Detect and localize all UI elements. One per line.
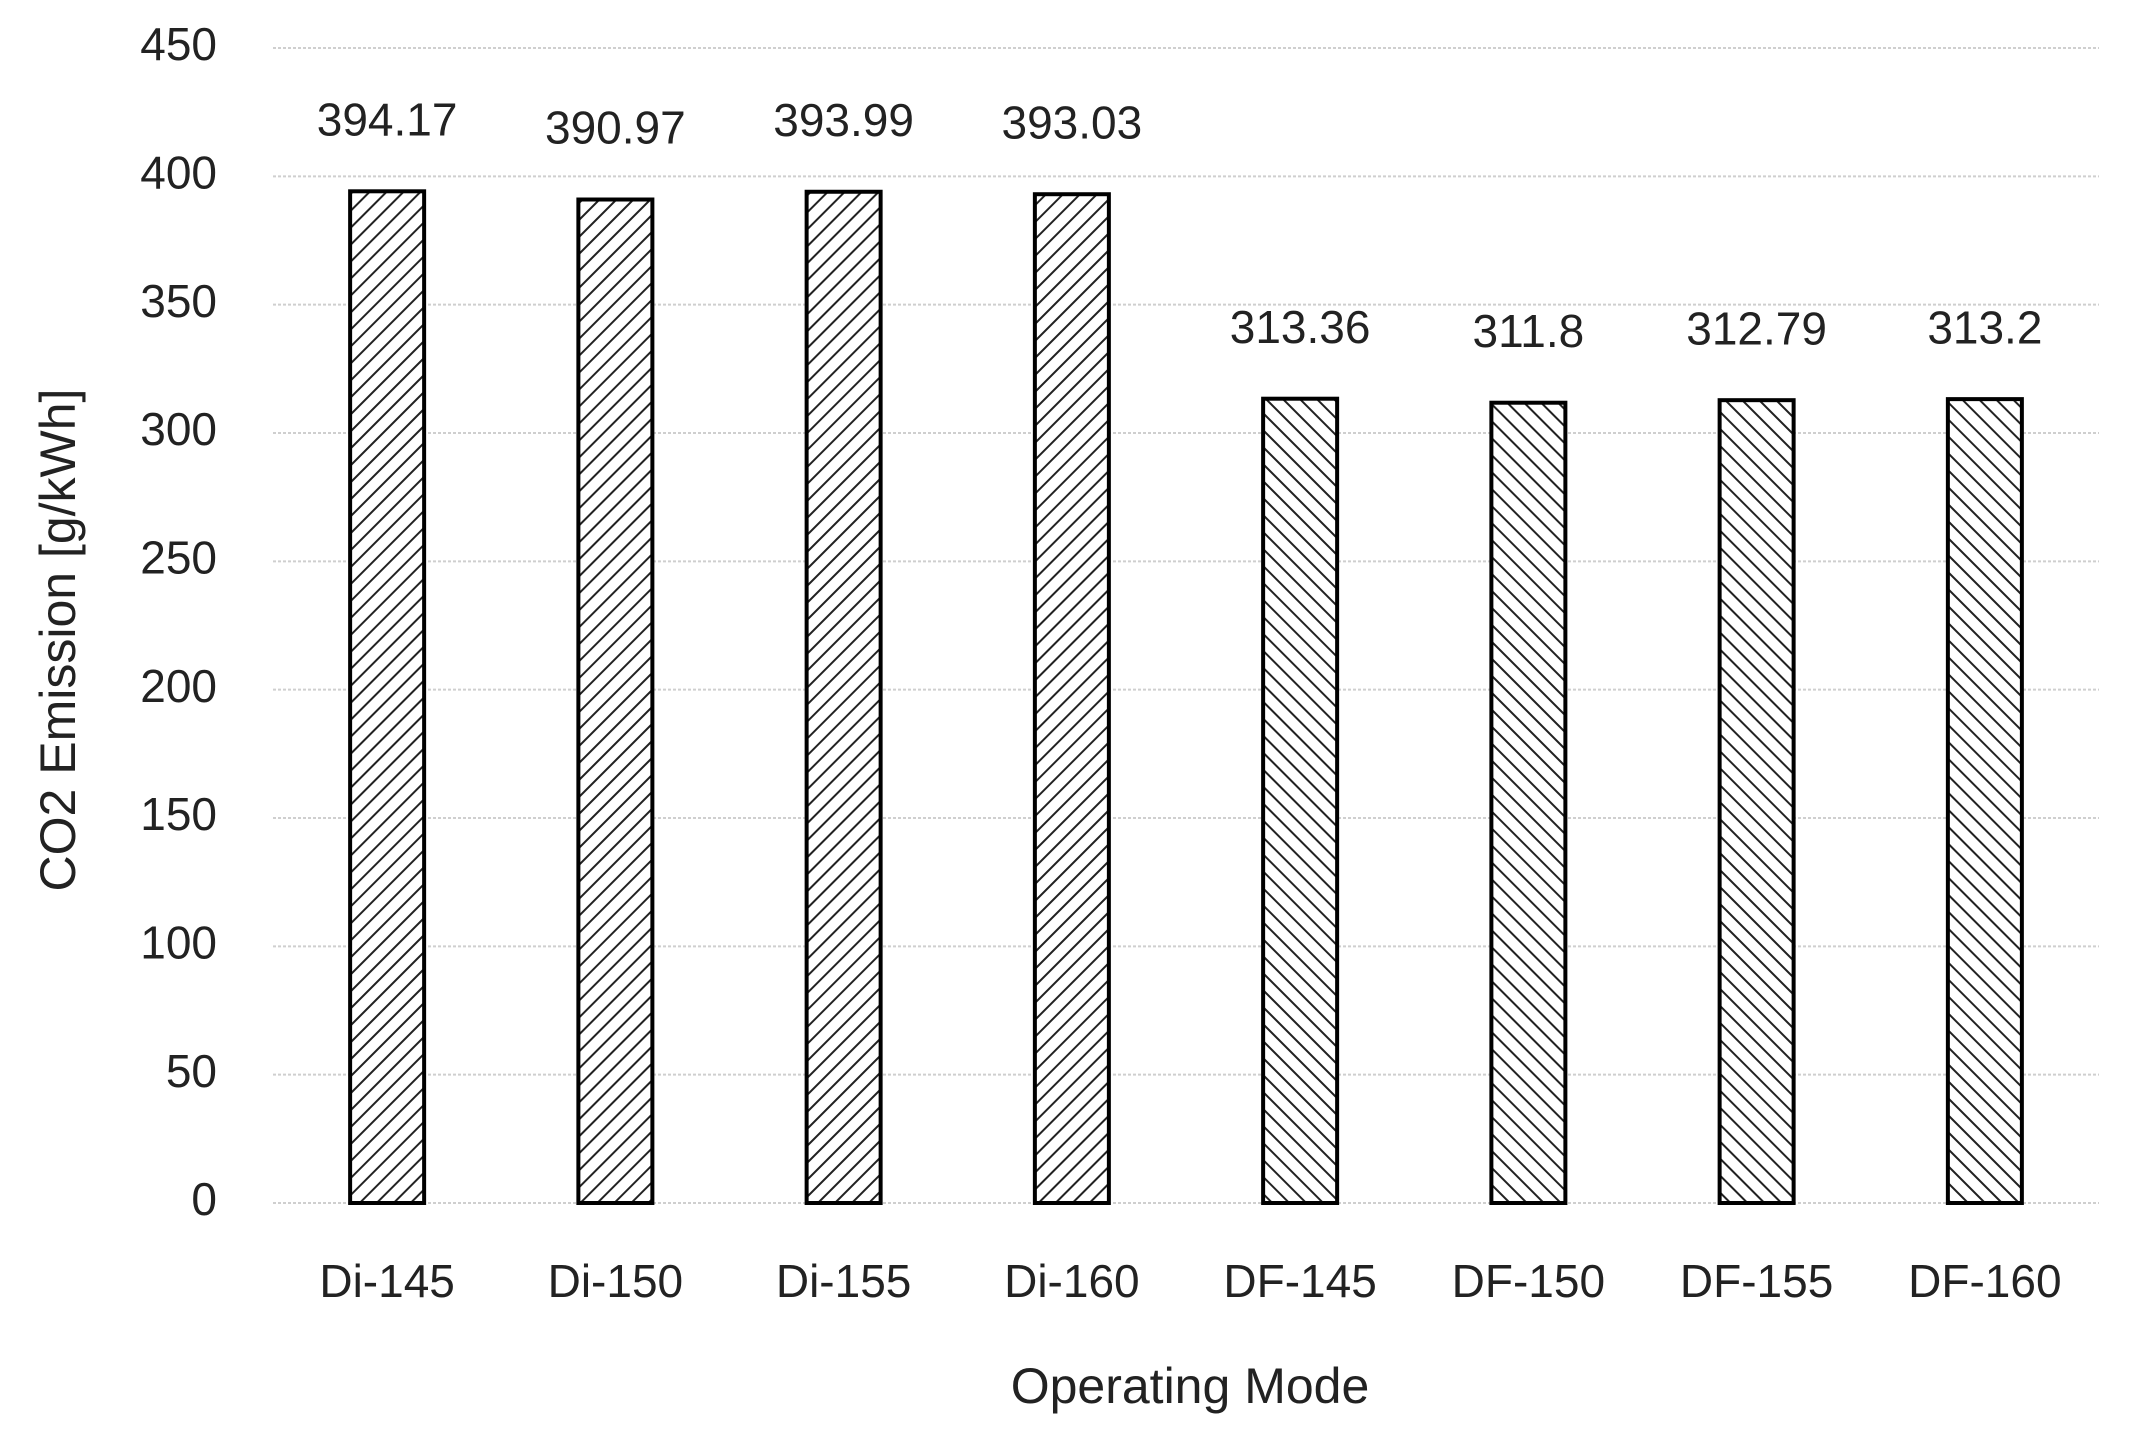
bar bbox=[1489, 400, 1568, 1206]
y-tick-label: 200 bbox=[140, 660, 217, 712]
y-tick-label: 150 bbox=[140, 788, 217, 840]
value-label: 390.97 bbox=[545, 102, 686, 154]
value-label: 312.79 bbox=[1686, 302, 1827, 354]
bar bbox=[804, 189, 883, 1206]
x-tick-label: DF-155 bbox=[1680, 1255, 1833, 1307]
y-tick-label: 400 bbox=[140, 146, 217, 198]
bar bbox=[1261, 396, 1340, 1205]
bar bbox=[1945, 397, 2024, 1205]
x-tick-label: Di-160 bbox=[1004, 1255, 1140, 1307]
x-tick-label: DF-145 bbox=[1223, 1255, 1376, 1307]
value-label: 393.99 bbox=[773, 94, 914, 146]
y-axis-title: CO2 Emission [g/kWh] bbox=[30, 389, 86, 892]
y-tick-label: 0 bbox=[191, 1173, 217, 1225]
x-tick-label: Di-150 bbox=[548, 1255, 684, 1307]
y-tick-label: 250 bbox=[140, 531, 217, 583]
x-tick-label: Di-145 bbox=[319, 1255, 455, 1307]
value-label: 313.2 bbox=[1927, 301, 2042, 353]
bar bbox=[576, 197, 655, 1206]
y-tick-label: 100 bbox=[140, 916, 217, 968]
x-tick-label: Di-155 bbox=[776, 1255, 912, 1307]
x-axis-title: Operating Mode bbox=[1011, 1358, 1370, 1414]
bar bbox=[1717, 398, 1796, 1205]
bar bbox=[348, 189, 427, 1205]
value-label: 313.36 bbox=[1230, 301, 1371, 353]
bar bbox=[1032, 192, 1111, 1205]
y-tick-label: 450 bbox=[140, 18, 217, 70]
y-tick-label: 300 bbox=[140, 403, 217, 455]
y-tick-label: 50 bbox=[166, 1045, 217, 1097]
y-tick-label: 350 bbox=[140, 275, 217, 327]
value-label: 394.17 bbox=[317, 93, 458, 145]
value-label: 393.03 bbox=[1002, 96, 1143, 148]
x-tick-label: DF-150 bbox=[1452, 1255, 1605, 1307]
value-label: 311.8 bbox=[1473, 305, 1585, 357]
x-tick-label: DF-160 bbox=[1908, 1255, 2061, 1307]
